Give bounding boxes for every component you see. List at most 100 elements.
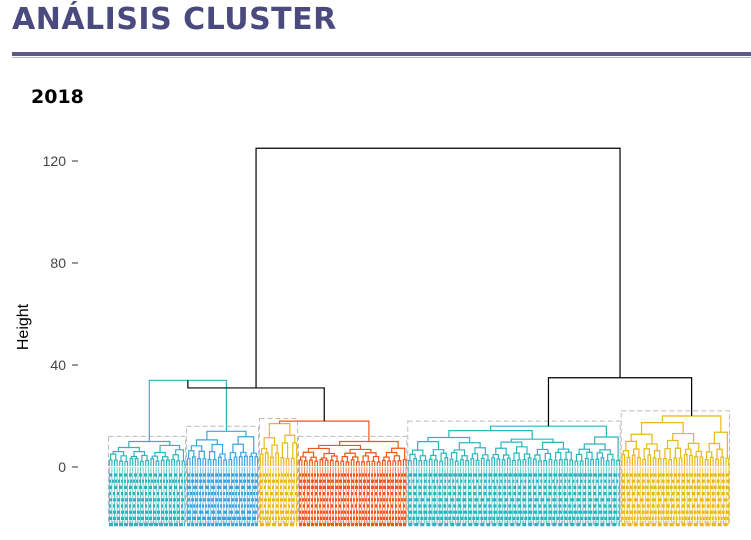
dendrogram-link xyxy=(249,455,254,466)
dendrogram-link xyxy=(548,458,553,466)
dendrogram-link xyxy=(244,455,248,466)
dendrogram-link xyxy=(626,456,631,466)
dendrogram-link xyxy=(250,452,257,457)
dendrogram-link xyxy=(350,459,355,466)
dendrogram-link xyxy=(223,459,228,466)
cluster-box xyxy=(407,420,621,523)
dendrogram-link xyxy=(124,460,129,466)
dendrogram-link xyxy=(202,458,207,466)
dendrogram-link xyxy=(605,460,610,466)
dendrogram-link xyxy=(621,454,626,466)
dendrogram-link xyxy=(630,433,653,444)
dendrogram-link xyxy=(480,457,485,466)
chart-year-label: 2018 xyxy=(31,86,84,108)
dendrogram-link xyxy=(119,460,123,466)
dendrogram-link xyxy=(264,452,269,466)
dendrogram-link xyxy=(631,454,636,466)
dendrogram-link xyxy=(574,460,579,466)
dendrogram-link xyxy=(298,459,303,466)
dendrogram-link xyxy=(108,459,113,466)
dendrogram-link xyxy=(725,457,730,466)
dendrogram-link xyxy=(279,420,370,442)
dendrogram-link xyxy=(148,379,228,442)
dendrogram-link xyxy=(314,460,319,466)
dendrogram-link xyxy=(155,460,160,466)
cluster-leaf-labels xyxy=(259,467,298,527)
dendrogram-link xyxy=(460,459,464,466)
dendrogram-link xyxy=(496,458,501,466)
dendrogram-link xyxy=(440,452,447,462)
cluster-boxes xyxy=(108,410,731,523)
dendrogram-link xyxy=(238,456,243,466)
dendrogram-link xyxy=(661,415,722,433)
cluster-box xyxy=(620,410,731,523)
dendrogram-link xyxy=(579,460,584,466)
dendrogram-link xyxy=(128,440,171,448)
dendrogram-link xyxy=(349,448,372,454)
dendrogram-link xyxy=(708,442,721,452)
cluster-4 xyxy=(298,440,407,466)
dendrogram-link xyxy=(542,441,565,450)
dendrogram-link xyxy=(211,443,224,455)
dendrogram-link xyxy=(506,457,511,466)
y-tick-label: 0 xyxy=(58,459,66,475)
dendrogram-link xyxy=(323,452,336,459)
dendrogram-link xyxy=(191,456,196,466)
dendrogram-tree xyxy=(108,147,730,466)
dendrogram-link xyxy=(668,459,673,466)
dendrogram-link xyxy=(319,459,324,466)
cluster-leaf-labels xyxy=(298,467,407,527)
leaf-labels xyxy=(108,467,730,527)
dendrogram-link xyxy=(418,460,423,466)
dendrogram-link xyxy=(237,436,255,454)
dendrogram-link xyxy=(292,442,298,466)
dendrogram-link xyxy=(120,455,127,462)
dendrogram-link xyxy=(376,461,381,466)
dendrogram-link xyxy=(402,459,407,466)
dendrogram-link xyxy=(674,447,682,459)
dendrogram-link xyxy=(280,457,285,466)
dendrogram-link xyxy=(486,459,490,466)
dendrogram-link xyxy=(522,459,527,466)
dendrogram-link xyxy=(381,459,386,466)
dendrogram-link xyxy=(646,443,658,451)
dendrogram-link xyxy=(465,459,470,466)
dendrogram-link xyxy=(449,458,454,466)
dendrogram-link xyxy=(129,458,134,466)
dendrogram-link xyxy=(678,457,683,466)
dendrogram-link xyxy=(543,460,548,466)
dendrogram-link xyxy=(302,451,315,458)
dendrogram-link xyxy=(689,454,693,466)
cluster-1 xyxy=(108,440,186,466)
dendrogram-link xyxy=(263,437,276,449)
dendrogram-link xyxy=(439,460,444,466)
dendrogram-link xyxy=(527,457,532,466)
dendrogram-link xyxy=(489,425,607,438)
dendrogram-link xyxy=(335,460,339,466)
dendrogram-link xyxy=(607,453,614,461)
dendrogram-link xyxy=(475,459,480,466)
dendrogram-link xyxy=(432,449,445,456)
dendrogram-link xyxy=(207,458,212,466)
dendrogram-link xyxy=(450,452,458,462)
dendrogram-link xyxy=(653,450,661,459)
dendrogram-link xyxy=(341,455,349,462)
dendrogram-link xyxy=(657,457,662,466)
dendrogram-link xyxy=(197,458,201,466)
dendrogram-link xyxy=(434,459,438,466)
dendrogram-link xyxy=(454,460,459,466)
dendrogram-link xyxy=(309,459,313,466)
dendrogram-link xyxy=(419,455,427,461)
dendrogram-link xyxy=(255,147,621,388)
dendrogram-link xyxy=(596,452,604,460)
dendrogram-link xyxy=(492,453,499,459)
dendrogram-link xyxy=(663,457,667,466)
dendrogram-link xyxy=(673,457,678,466)
dendrogram-link xyxy=(270,456,274,466)
dendrogram-link xyxy=(553,459,558,466)
dendrogram-link xyxy=(407,460,412,466)
y-tick-label: 40 xyxy=(50,357,66,373)
dendrogram-link xyxy=(595,458,600,466)
dendrogram-link xyxy=(284,434,296,443)
